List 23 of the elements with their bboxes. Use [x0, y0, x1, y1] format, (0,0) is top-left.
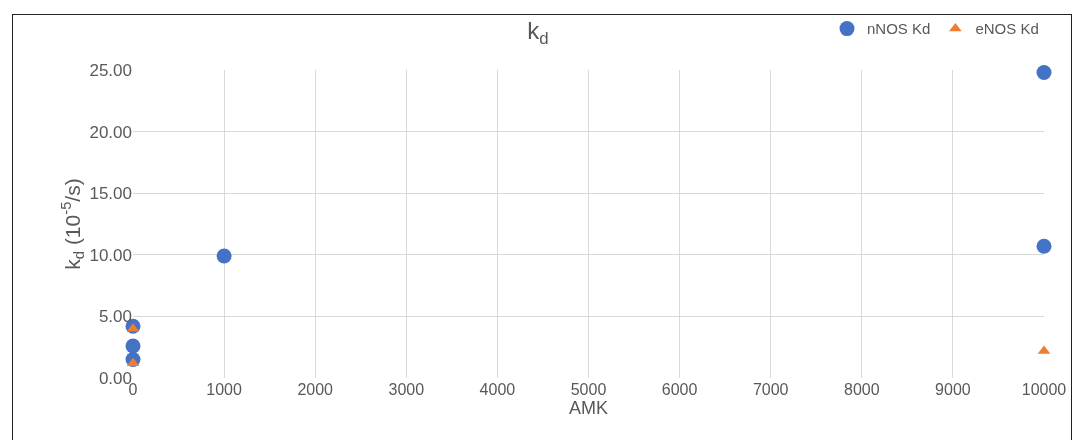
y-tick-label: 10.00 — [89, 245, 132, 265]
x-tick-label: 3000 — [388, 381, 425, 398]
legend-label: eNOS Kd — [975, 20, 1039, 38]
x-tick-label: 8000 — [844, 381, 880, 398]
x-tick-label: 10000 — [1021, 381, 1067, 398]
x-tick-label: 5000 — [570, 381, 607, 398]
legend-label: nNOS Kd — [867, 20, 931, 38]
point — [216, 248, 232, 264]
x-tick-label: 6000 — [661, 381, 698, 398]
x-tick-label: 9000 — [935, 381, 971, 398]
y-tick-label: 20.00 — [89, 122, 132, 142]
point — [1036, 238, 1052, 254]
chart-title: k$_{d}$ — [527, 17, 549, 49]
x-tick-label: 7000 — [752, 381, 789, 398]
x-tick-label: 2000 — [297, 381, 334, 398]
x-tick-label: 4000 — [479, 381, 516, 398]
y-tick-label: 5.00 — [98, 307, 132, 327]
point — [1036, 64, 1052, 80]
point — [125, 338, 141, 354]
y-tick-label: 15.00 — [89, 184, 132, 204]
x-tick-label: 1000 — [206, 381, 242, 398]
x-axis-title: AMK — [568, 398, 609, 418]
y-tick-label: 25.00 — [89, 60, 132, 80]
